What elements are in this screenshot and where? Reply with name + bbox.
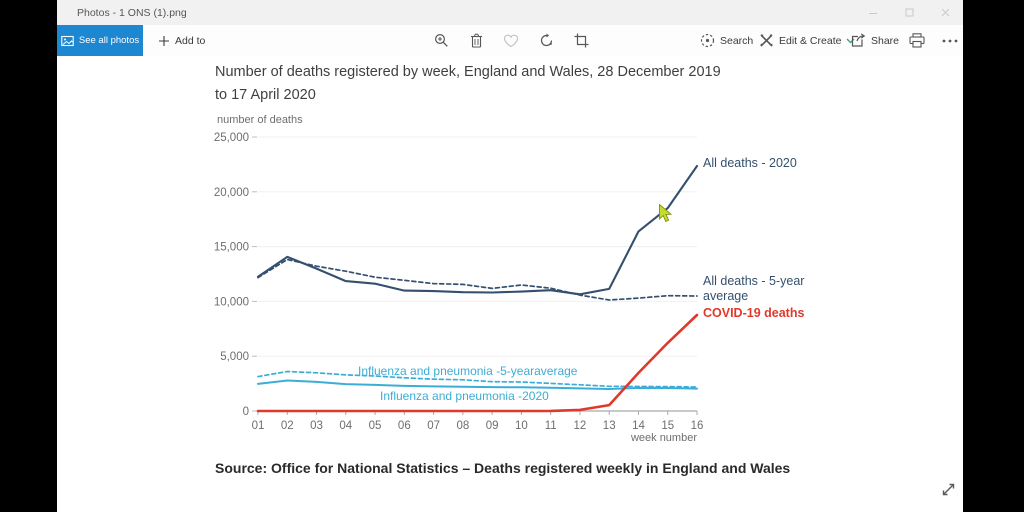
label-influenza-2020: Influenza and pneumonia -2020	[380, 389, 549, 403]
series-all-deaths-5-year-average	[257, 258, 698, 301]
plus-icon	[159, 35, 169, 46]
mouse-cursor	[659, 204, 673, 223]
chart-title: Number of deaths registered by week, Eng…	[215, 61, 775, 107]
heart-icon	[503, 34, 519, 47]
edit-create-label: Edit & Create	[779, 34, 842, 47]
favorite-button[interactable]	[496, 26, 526, 55]
crop-button[interactable]	[566, 26, 596, 55]
zoom-icon	[434, 33, 448, 47]
x-tick-label: 13	[603, 420, 616, 432]
see-more-button[interactable]	[935, 26, 965, 55]
rotate-button[interactable]	[531, 26, 561, 55]
label-all-deaths-5yr-line1: All deaths - 5-year	[703, 274, 805, 288]
x-tick-label: 03	[310, 420, 323, 432]
maximize-button[interactable]	[891, 0, 927, 25]
photos-icon	[61, 35, 74, 46]
y-axis-unit-label: number of deaths	[217, 114, 303, 126]
minimize-icon	[869, 12, 877, 14]
x-tick-label: 07	[427, 420, 440, 432]
x-tick-label: 14	[632, 420, 645, 432]
x-tick-label: 02	[281, 420, 294, 432]
edit-create-button[interactable]: Edit & Create	[759, 26, 855, 55]
x-tick-label: 04	[339, 420, 352, 432]
search-button[interactable]: Search	[700, 26, 753, 55]
expand-icon[interactable]	[940, 481, 957, 498]
photos-app-window: Photos - 1 ONS (1).png	[57, 0, 963, 512]
x-tick-label: 01	[252, 420, 265, 432]
share-label: Share	[871, 34, 900, 47]
search-icon	[700, 33, 715, 48]
search-label: Search	[720, 34, 754, 47]
label-all-deaths-2020: All deaths - 2020	[703, 156, 797, 170]
source-caption: Source: Office for National Statistics –…	[215, 460, 791, 476]
series-all-deaths-2020	[256, 164, 699, 296]
edit-create-icon	[760, 34, 773, 47]
x-tick-label: 10	[515, 420, 528, 432]
command-bar: See all photos Add to	[57, 25, 963, 56]
x-tick-label: 15	[661, 420, 674, 432]
chevron-down-icon	[846, 38, 855, 43]
x-axis-label: week number	[630, 432, 697, 444]
share-icon	[851, 33, 866, 47]
series-covid-19-deaths	[256, 313, 699, 413]
see-all-photos-button[interactable]: See all photos	[57, 25, 143, 56]
close-icon	[941, 8, 949, 17]
print-button[interactable]	[902, 26, 932, 55]
y-tick-label: 5,000	[220, 351, 249, 363]
share-button[interactable]: Share	[851, 26, 899, 55]
ellipsis-icon	[942, 39, 958, 42]
crop-icon	[574, 33, 588, 48]
label-influenza-5-year-average: Influenza and pneumonia -5-yearaverage	[358, 364, 578, 378]
label-all-deaths-5-year-average: All deaths - 5-year average	[703, 274, 828, 303]
x-tick-label: 09	[486, 420, 499, 432]
maximize-icon	[905, 8, 913, 17]
window-title: Photos - 1 ONS (1).png	[77, 6, 187, 19]
minimize-button[interactable]	[855, 0, 891, 25]
chart-title-line1: Number of deaths registered by week, Eng…	[215, 64, 721, 80]
x-tick-label: 05	[369, 420, 382, 432]
label-covid-19-deaths: COVID-19 deaths	[703, 306, 805, 320]
trash-icon	[470, 33, 482, 48]
add-to-button[interactable]: Add to	[152, 25, 211, 56]
y-tick-label: 15,000	[214, 242, 249, 254]
title-bar: Photos - 1 ONS (1).png	[57, 0, 963, 25]
x-tick-label: 11	[545, 420, 557, 432]
see-all-photos-label: See all photos	[78, 35, 140, 46]
x-tick-label: 08	[456, 420, 469, 432]
x-tick-label: 06	[398, 420, 411, 432]
zoom-button[interactable]	[426, 26, 456, 55]
close-button[interactable]	[927, 0, 963, 25]
label-all-deaths-5yr-line2: average	[703, 288, 749, 303]
x-tick-label: 16	[691, 420, 704, 432]
series-influenza-pneumonia-5-year-average	[257, 370, 698, 388]
printer-icon	[909, 33, 925, 48]
x-tick-label: 12	[574, 420, 587, 432]
y-tick-label: 0	[243, 406, 249, 418]
delete-button[interactable]	[461, 26, 491, 55]
y-tick-label: 20,000	[214, 187, 249, 199]
chart-title-line2: to 17 April 2020	[215, 87, 316, 103]
line-chart: 0 5,000 10,000 15,000 20,000 25,000 01 02 03 04 05…	[214, 132, 704, 432]
window-controls	[855, 0, 963, 25]
add-to-label: Add to	[175, 34, 206, 47]
y-tick-label: 25,000	[214, 132, 249, 144]
rotate-icon	[540, 33, 552, 47]
y-tick-label: 10,000	[214, 296, 249, 308]
